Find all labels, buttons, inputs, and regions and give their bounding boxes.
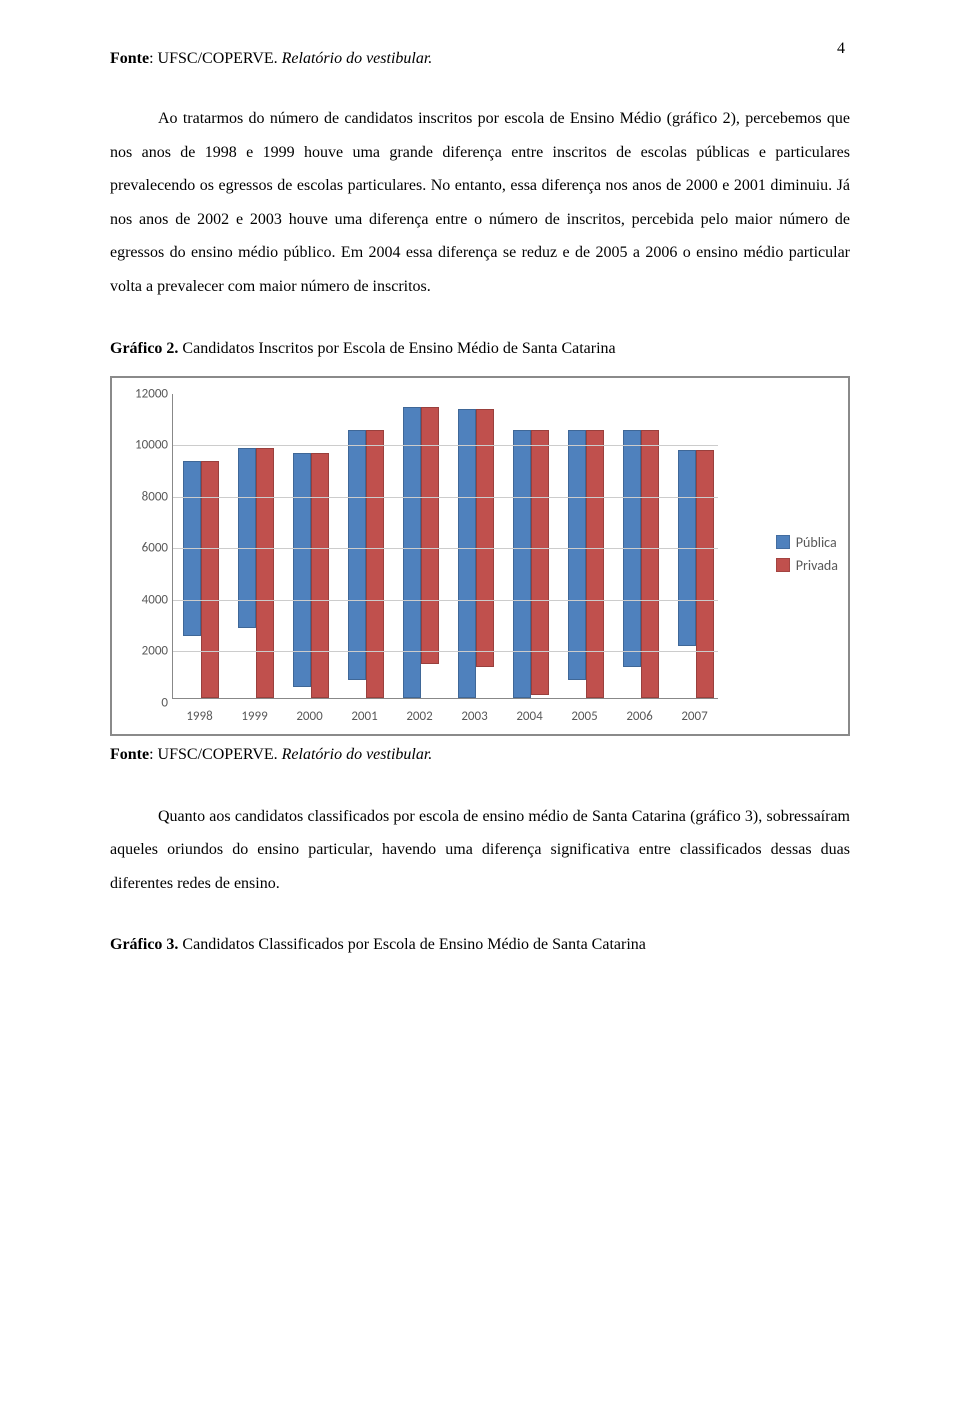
y-tick-label: 12000: [118, 386, 168, 401]
bar-group: [403, 407, 439, 698]
bar-group: [623, 430, 659, 698]
source2-text: : UFSC/COPERVE.: [149, 746, 282, 763]
grid-line: [173, 600, 718, 601]
bar: [403, 407, 421, 698]
heading3-rest: Candidatos Classificados por Escola de E…: [178, 936, 645, 953]
bar: [256, 448, 274, 698]
heading3-bold: Gráfico 3.: [110, 936, 178, 953]
bar: [641, 430, 659, 698]
bar: [348, 430, 366, 680]
y-tick-label: 10000: [118, 438, 168, 453]
bar: [513, 430, 531, 698]
bar: [311, 453, 329, 698]
legend: Pública Privada: [776, 528, 838, 580]
y-tick-label: 6000: [118, 541, 168, 556]
bar-group: [513, 430, 549, 698]
legend-swatch: [776, 558, 790, 572]
bar-group: [293, 453, 329, 698]
x-tick-label: 2003: [447, 709, 502, 724]
y-tick-label: 8000: [118, 489, 168, 504]
paragraph-1: Ao tratarmos do número de candidatos ins…: [110, 102, 850, 304]
heading2-rest: Candidatos Inscritos por Escola de Ensin…: [178, 340, 615, 357]
source-text: : UFSC/COPERVE.: [149, 50, 282, 67]
x-tick-label: 2007: [667, 709, 722, 724]
page: 4 Fonte: UFSC/COPERVE. Relatório do vest…: [0, 0, 960, 1414]
chart-heading-2: Gráfico 2. Candidatos Inscritos por Esco…: [110, 340, 850, 358]
bar: [366, 430, 384, 698]
chart-heading-3: Gráfico 3. Candidatos Classificados por …: [110, 936, 850, 954]
legend-label: Privada: [796, 557, 838, 574]
paragraph-2: Quanto aos candidatos classificados por …: [110, 800, 850, 901]
bar: [238, 448, 256, 628]
source-line-top: Fonte: UFSC/COPERVE. Relatório do vestib…: [110, 50, 850, 68]
x-tick-label: 1998: [172, 709, 227, 724]
y-tick-label: 2000: [118, 644, 168, 659]
plot-area: [172, 394, 718, 699]
legend-item: Pública: [776, 534, 838, 551]
bar: [586, 430, 604, 698]
bar: [531, 430, 549, 695]
source2-bold: Fonte: [110, 746, 149, 763]
bar-group: [348, 430, 384, 698]
x-tick-label: 1999: [227, 709, 282, 724]
x-tick-label: 2002: [392, 709, 447, 724]
legend-swatch: [776, 535, 790, 549]
bar-group: [568, 430, 604, 698]
bar-group: [238, 448, 274, 698]
chart-2: Pública Privada 0 2000 4000 6000 8000 10000 120…: [110, 376, 850, 736]
grid-line: [173, 445, 718, 446]
y-tick-label: 0: [118, 695, 168, 710]
bar: [476, 409, 494, 667]
grid-line: [173, 548, 718, 549]
x-tick-label: 2006: [612, 709, 667, 724]
bar: [458, 409, 476, 697]
x-tick-label: 2005: [557, 709, 612, 724]
legend-item: Privada: [776, 557, 838, 574]
x-tick-label: 2004: [502, 709, 557, 724]
source-italic: Relatório do vestibular.: [282, 50, 433, 67]
source-line-chart: Fonte: UFSC/COPERVE. Relatório do vestib…: [110, 746, 850, 764]
legend-label: Pública: [796, 534, 837, 551]
x-tick-label: 2001: [337, 709, 392, 724]
bar: [293, 453, 311, 687]
heading2-bold: Gráfico 2.: [110, 340, 178, 357]
bar: [696, 450, 714, 697]
grid-line: [173, 651, 718, 652]
y-tick-label: 4000: [118, 592, 168, 607]
x-tick-label: 2000: [282, 709, 337, 724]
page-number: 4: [837, 40, 845, 58]
bar: [568, 430, 586, 680]
source-bold: Fonte: [110, 50, 149, 67]
source2-italic: Relatório do vestibular.: [282, 746, 433, 763]
bar-group: [678, 450, 714, 697]
grid-line: [173, 497, 718, 498]
bar-group: [458, 409, 494, 697]
